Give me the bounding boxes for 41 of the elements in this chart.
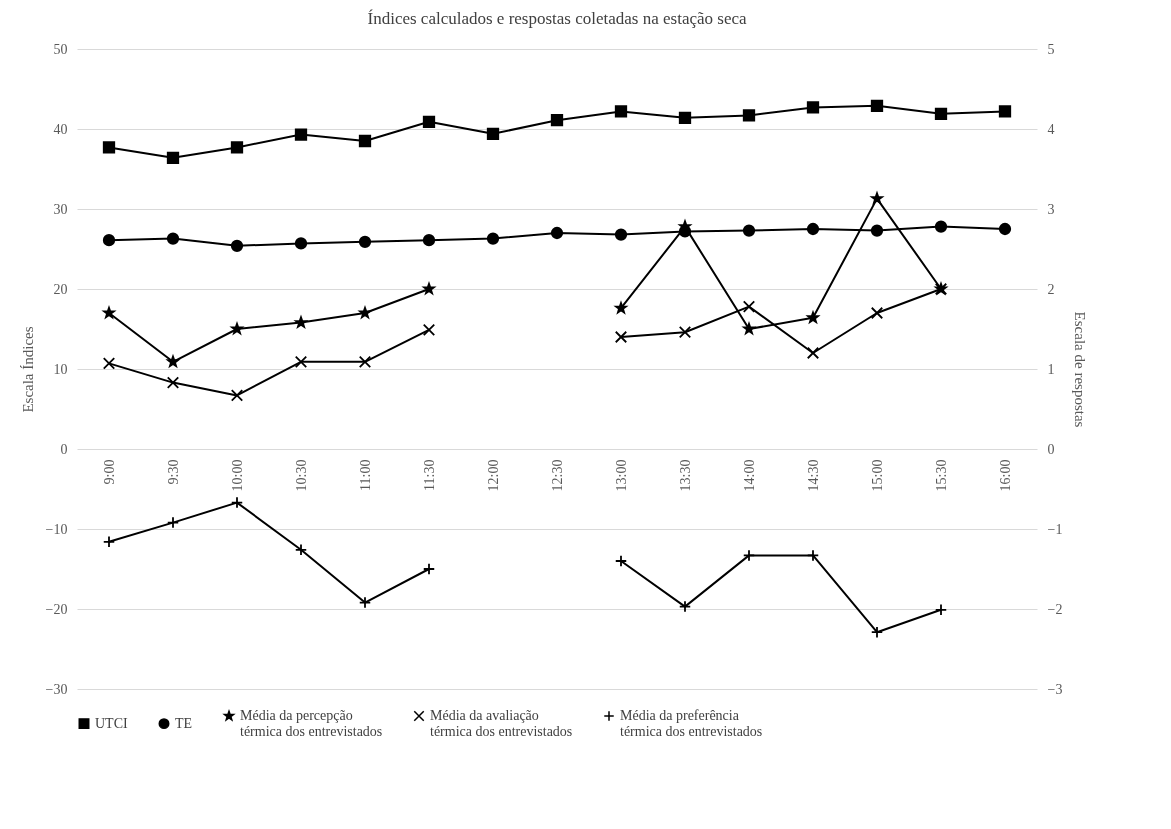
y-tick-label: 10: [53, 361, 68, 377]
legend-label: UTCI: [95, 715, 128, 731]
y-tick-label: −10: [45, 521, 68, 537]
y2-axis-title: Escala de respostas: [1072, 311, 1089, 428]
legend-label: Média da preferência térmica dos entrevistados: [620, 708, 763, 739]
y2-tick-label: 2: [1047, 281, 1055, 297]
x-tick-label: 14:00: [741, 459, 757, 492]
y2-tick-label: 3: [1047, 201, 1055, 217]
legend-label: Média da avaliação térmica dos entrevistados: [430, 708, 573, 739]
x-tick-label: 13:00: [613, 459, 629, 492]
legend-label: Média da percepção térmica dos entrevistados: [240, 708, 383, 739]
x-tick-label: 12:30: [549, 459, 565, 492]
y-tick-label: −30: [45, 681, 68, 697]
y-tick-label: 20: [53, 281, 68, 297]
y2-tick-label: 1: [1047, 361, 1055, 377]
y-tick-label: 40: [53, 121, 68, 137]
x-tick-label: 10:00: [229, 459, 245, 492]
y2-tick-label: −1: [1047, 521, 1063, 537]
y2-tick-label: −2: [1047, 601, 1063, 617]
x-tick-label: 12:00: [485, 459, 501, 492]
x-tick-label: 15:00: [869, 459, 885, 492]
x-tick-label: 11:30: [421, 459, 437, 491]
y-tick-label: 50: [53, 41, 68, 57]
y-axis-title: Escala Índices: [19, 326, 36, 413]
x-tick-label: 11:00: [357, 459, 373, 491]
y2-tick-label: 5: [1047, 41, 1055, 57]
x-tick-label: 14:30: [805, 459, 821, 492]
y2-tick-label: 4: [1047, 121, 1055, 137]
y2-tick-label: −3: [1047, 681, 1063, 697]
y-tick-label: −20: [45, 601, 68, 617]
x-tick-label: 9:00: [101, 459, 117, 485]
y-tick-label: 30: [53, 201, 68, 217]
y-tick-label: 0: [60, 441, 68, 457]
x-tick-label: 9:30: [165, 459, 181, 485]
x-tick-label: 16:00: [997, 459, 1013, 492]
y2-tick-label: 0: [1047, 441, 1055, 457]
x-tick-label: 15:30: [933, 459, 949, 492]
legend-label: TE: [175, 715, 193, 731]
x-tick-label: 10:30: [293, 459, 309, 492]
chart-title: Índices calculados e respostas coletadas na estação seca: [367, 9, 747, 28]
x-tick-label: 13:30: [677, 459, 693, 492]
